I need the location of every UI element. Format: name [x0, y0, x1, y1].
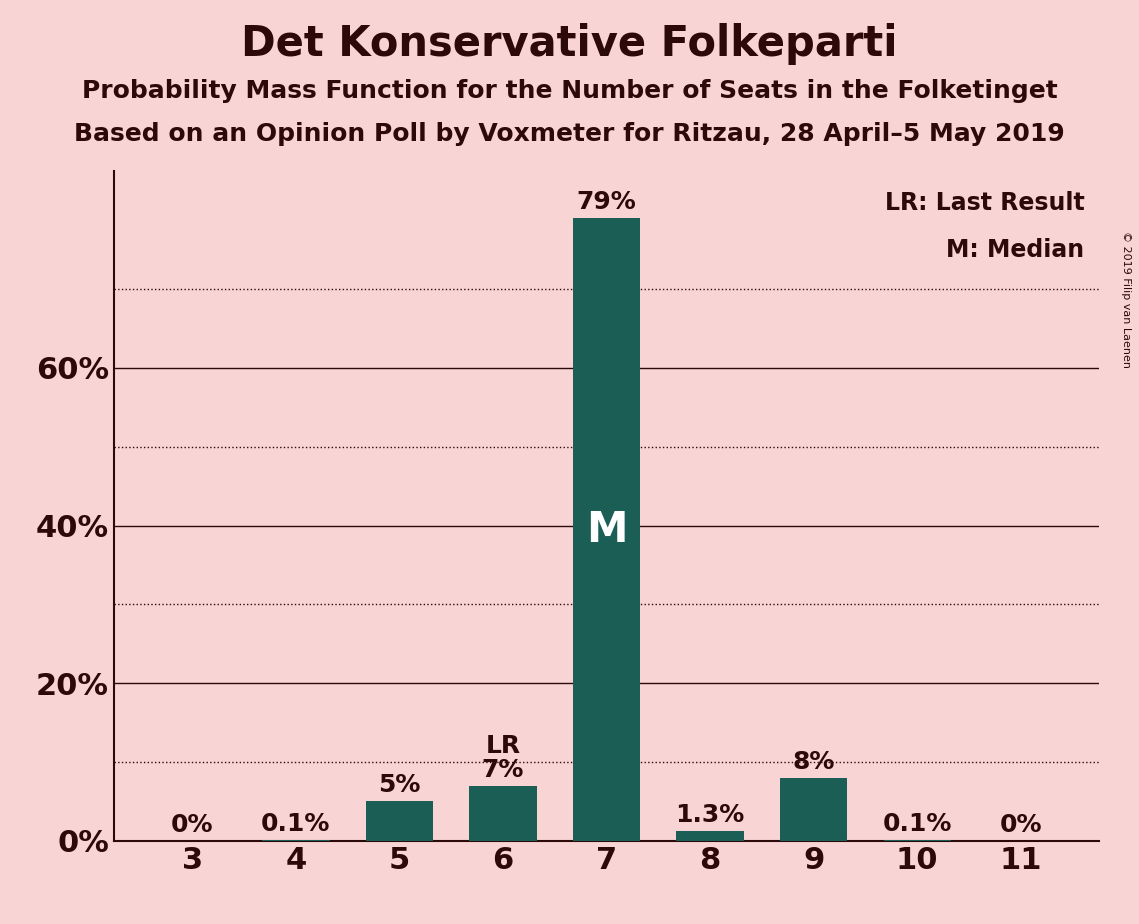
- Text: Based on an Opinion Poll by Voxmeter for Ritzau, 28 April–5 May 2019: Based on an Opinion Poll by Voxmeter for…: [74, 122, 1065, 146]
- Text: 7%: 7%: [482, 758, 524, 782]
- Text: Det Konservative Folkeparti: Det Konservative Folkeparti: [241, 23, 898, 65]
- Bar: [469, 785, 536, 841]
- Text: © 2019 Filip van Laenen: © 2019 Filip van Laenen: [1121, 231, 1131, 368]
- Text: M: M: [585, 508, 628, 551]
- Text: 5%: 5%: [378, 773, 420, 797]
- Text: 0%: 0%: [171, 813, 214, 837]
- Text: M: Median: M: Median: [947, 238, 1084, 261]
- Text: 0.1%: 0.1%: [261, 812, 330, 836]
- Text: 0%: 0%: [999, 813, 1042, 837]
- Bar: [780, 778, 847, 841]
- Text: 1.3%: 1.3%: [675, 803, 745, 827]
- Bar: [677, 831, 744, 841]
- Bar: [366, 801, 433, 841]
- Text: 8%: 8%: [793, 750, 835, 774]
- Text: LR: LR: [485, 734, 521, 758]
- Text: LR: Last Result: LR: Last Result: [885, 191, 1084, 215]
- Text: 0.1%: 0.1%: [883, 812, 952, 836]
- Text: 79%: 79%: [576, 190, 637, 214]
- Bar: [573, 218, 640, 841]
- Text: Probability Mass Function for the Number of Seats in the Folketinget: Probability Mass Function for the Number…: [82, 79, 1057, 103]
